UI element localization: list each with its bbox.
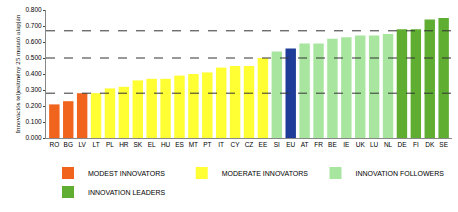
- svg-text:INNOVATION LEADERS: INNOVATION LEADERS: [88, 189, 165, 196]
- svg-text:FI: FI: [413, 141, 419, 148]
- svg-text:EU: EU: [286, 141, 295, 148]
- svg-text:UK: UK: [356, 141, 366, 148]
- svg-text:0.200: 0.200: [25, 102, 42, 109]
- svg-text:0.300: 0.300: [25, 86, 42, 93]
- svg-text:0.600: 0.600: [25, 38, 42, 45]
- svg-text:0.500: 0.500: [25, 54, 42, 61]
- svg-text:CZ: CZ: [245, 141, 254, 148]
- svg-text:PT: PT: [203, 141, 211, 148]
- svg-text:LV: LV: [78, 141, 86, 148]
- svg-text:HR: HR: [119, 141, 129, 148]
- svg-text:BG: BG: [64, 141, 73, 148]
- svg-text:0.700: 0.700: [25, 22, 42, 29]
- svg-text:MT: MT: [189, 141, 198, 148]
- svg-text:PL: PL: [106, 141, 114, 148]
- svg-text:CY: CY: [231, 141, 241, 148]
- svg-text:ES: ES: [175, 141, 184, 148]
- svg-text:LU: LU: [370, 141, 379, 148]
- svg-text:INNOVATION FOLLOWERS: INNOVATION FOLLOWERS: [355, 170, 444, 177]
- svg-text:FR: FR: [314, 141, 323, 148]
- svg-text:EE: EE: [259, 141, 268, 148]
- svg-text:AT: AT: [301, 141, 309, 148]
- svg-text:0.800: 0.800: [25, 6, 42, 13]
- svg-text:IE: IE: [343, 141, 350, 148]
- svg-text:RO: RO: [49, 141, 59, 148]
- svg-text:Innovációs teljesítmény 25 mut: Innovációs teljesítmény 25 mutató alapjá…: [14, 14, 22, 133]
- svg-text:MODERATE INNOVATORS: MODERATE INNOVATORS: [222, 170, 309, 177]
- svg-text:LT: LT: [92, 141, 99, 148]
- svg-text:HU: HU: [161, 141, 171, 148]
- svg-text:SI: SI: [274, 141, 280, 148]
- svg-text:0.400: 0.400: [25, 70, 42, 77]
- svg-text:BE: BE: [328, 141, 337, 148]
- svg-text:DE: DE: [397, 141, 407, 148]
- svg-text:DK: DK: [425, 141, 435, 148]
- svg-text:MODEST INNOVATORS: MODEST INNOVATORS: [88, 170, 165, 177]
- svg-text:0.000: 0.000: [25, 134, 42, 141]
- svg-text:SE: SE: [439, 141, 448, 148]
- svg-text:EL: EL: [148, 141, 156, 148]
- svg-text:0.100: 0.100: [25, 118, 42, 125]
- svg-text:SK: SK: [133, 141, 142, 148]
- svg-text:IT: IT: [218, 141, 224, 148]
- svg-text:NL: NL: [384, 141, 393, 148]
